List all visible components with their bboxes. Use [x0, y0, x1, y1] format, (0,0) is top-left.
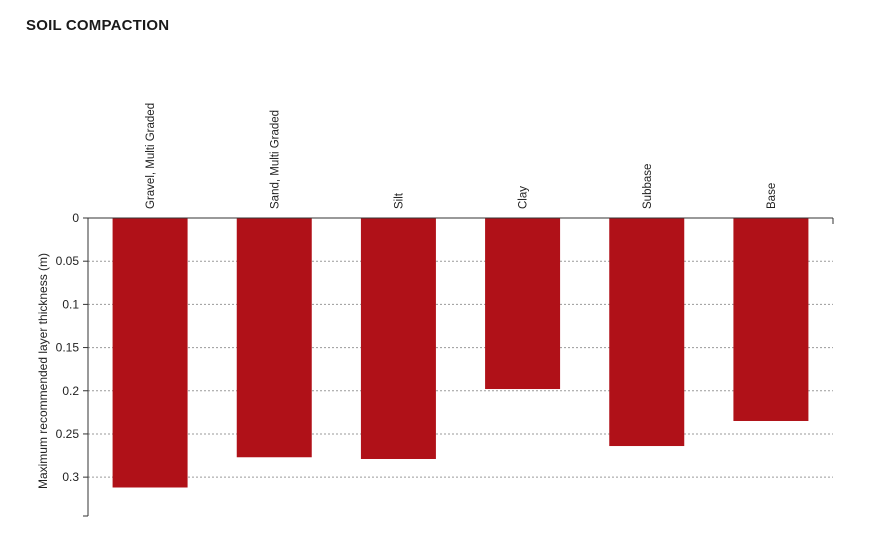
y-tick-label: 0 [72, 211, 79, 225]
y-tick-labels: 0 0.05 0.1 0.15 0.2 0.25 0.3 [56, 211, 80, 484]
category-label: Gravel, Multi Graded [145, 103, 157, 209]
grid-lines [88, 260, 833, 478]
category-label: Silt [393, 192, 405, 209]
axes [83, 217, 834, 517]
category-label: Sand, Multi Graded [269, 110, 281, 209]
bar [485, 218, 561, 390]
y-tick-label: 0.1 [62, 297, 79, 311]
y-tick-label: 0.3 [62, 470, 79, 484]
bar [360, 218, 436, 459]
y-tick-label: 0.05 [56, 254, 80, 268]
category-label: Subbase [642, 164, 654, 209]
category-labels: Gravel, Multi Graded Sand, Multi Graded Si… [145, 103, 778, 209]
category-label: Clay [518, 186, 530, 209]
bars [112, 218, 809, 488]
chart-title: SOIL COMPACTION [26, 17, 170, 34]
y-tick-label: 0.2 [62, 384, 79, 398]
bar [112, 218, 188, 488]
y-axis-title: Maximum recommended layer thickness (m) [36, 253, 50, 489]
bar [733, 218, 809, 421]
y-tick-label: 0.15 [56, 341, 80, 355]
bar [236, 218, 312, 458]
bar [609, 218, 685, 447]
y-tick-label: 0.25 [56, 427, 80, 441]
category-label: Base [766, 183, 778, 209]
